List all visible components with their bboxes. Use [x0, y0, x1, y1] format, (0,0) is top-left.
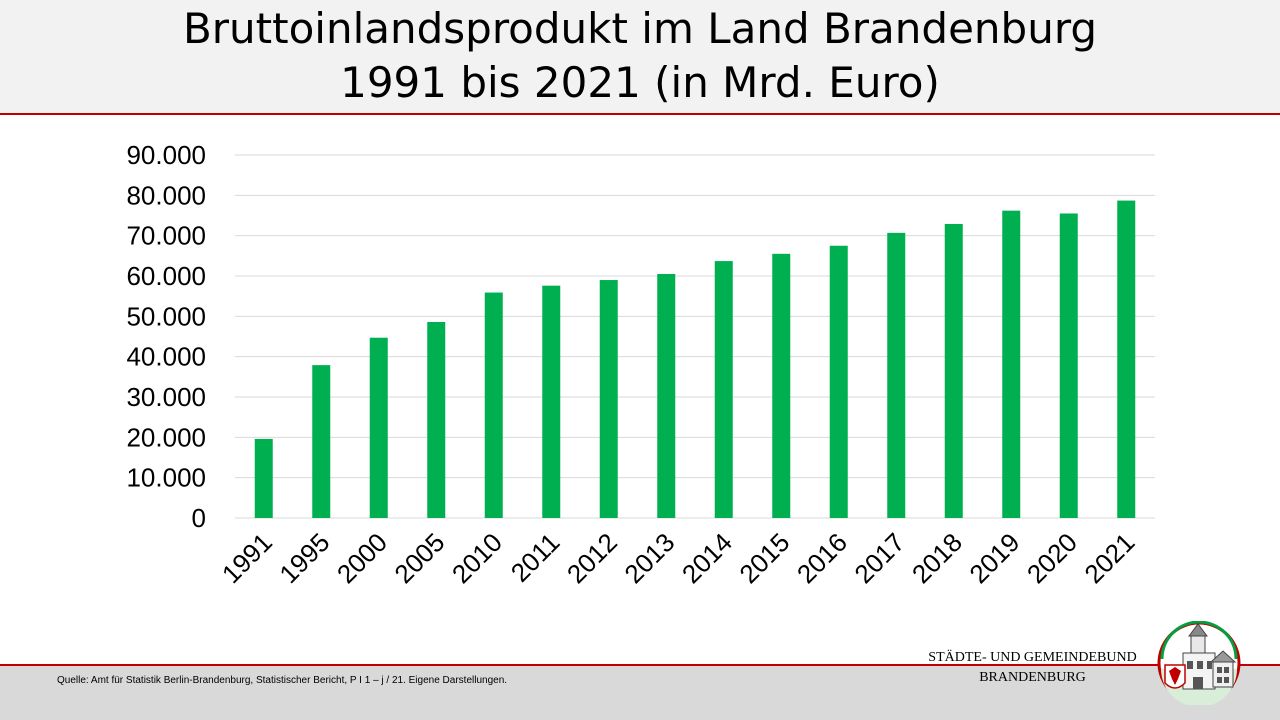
organization-name: STÄDTE- UND GEMEINDEBUND BRANDENBURG [910, 648, 1155, 688]
title-bar [0, 0, 1280, 115]
bar-2019 [1002, 210, 1021, 518]
x-tick-label: 2014 [676, 527, 738, 589]
chart-title-line-2: 1991 bis 2021 (in Mrd. Euro) [340, 58, 940, 107]
x-tick-label: 1995 [273, 527, 335, 589]
x-tick-label: 2012 [561, 527, 623, 589]
x-tick-label: 2019 [963, 527, 1025, 589]
bar-1995 [312, 365, 331, 518]
y-tick-label: 40.000 [126, 342, 206, 372]
gridlines [235, 154, 1155, 519]
bar-2018 [944, 223, 963, 518]
bar-chart: 0 10.000 20.000 30.000 40.000 50.000 60.000 70.… [126, 140, 1155, 589]
y-tick-label: 0 [192, 503, 206, 533]
x-tick-label: 2020 [1021, 527, 1083, 589]
x-tick-label: 2005 [388, 527, 450, 589]
bar-2014 [714, 261, 733, 518]
coat-of-arms-logo [1157, 621, 1241, 705]
source-note: Quelle: Amt für Statistik Berlin-Branden… [57, 675, 508, 686]
bar-2013 [657, 273, 676, 518]
bar-2016 [829, 245, 848, 518]
y-tick-label: 90.000 [126, 140, 206, 170]
bar-2011 [542, 285, 561, 518]
bars [254, 200, 1136, 519]
x-tick-label: 2000 [331, 527, 393, 589]
bar-2015 [772, 253, 791, 519]
x-tick-label: 1991 [216, 527, 278, 589]
bar-1991 [254, 438, 273, 518]
bar-2020 [1059, 213, 1078, 518]
bar-2021 [1117, 200, 1136, 518]
organization-name-line-2: BRANDENBURG [979, 670, 1086, 685]
y-tick-label: 80.000 [126, 180, 206, 210]
bar-2010 [484, 292, 503, 518]
organization-name-line-1: STÄDTE- UND GEMEINDEBUND [928, 650, 1137, 665]
y-axis-ticks: 0 10.000 20.000 30.000 40.000 50.000 60.000 70.… [126, 140, 206, 533]
chart-title-line-1: Bruttoinlandsprodukt im Land Brandenburg [182, 4, 1098, 53]
y-tick-label: 70.000 [126, 221, 206, 251]
x-tick-label: 2017 [848, 527, 910, 589]
bar-2017 [887, 232, 906, 518]
bar-2005 [427, 321, 446, 518]
footer-bar [0, 664, 1280, 720]
x-tick-label: 2021 [1078, 527, 1140, 589]
bar-2012 [599, 280, 618, 518]
x-tick-label: 2015 [733, 527, 795, 589]
x-tick-label: 2018 [906, 527, 968, 589]
x-tick-label: 2016 [791, 527, 853, 589]
x-axis-ticks: 1991199520002005201020112012201320142015… [216, 527, 1141, 589]
y-tick-label: 20.000 [126, 422, 206, 452]
x-tick-label: 2013 [618, 527, 680, 589]
y-tick-label: 30.000 [126, 382, 206, 412]
y-tick-label: 10.000 [126, 463, 206, 493]
bar-2000 [369, 337, 388, 518]
x-tick-label: 2011 [505, 527, 566, 588]
x-tick-label: 2010 [446, 527, 508, 589]
y-tick-label: 60.000 [126, 261, 206, 291]
y-tick-label: 50.000 [126, 301, 206, 331]
